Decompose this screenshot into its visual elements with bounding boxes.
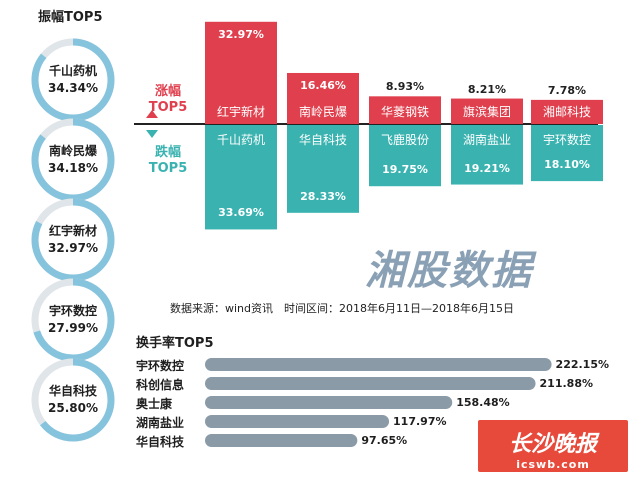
turnover-category: 奥士康: [136, 397, 173, 411]
gain-value: 16.46%: [300, 78, 346, 92]
gain-bar: [451, 98, 523, 124]
gain-arrow: [146, 110, 158, 118]
ring-name: 南岭民爆: [48, 144, 97, 158]
turnover-bar: [205, 396, 453, 409]
loss-bar: [369, 125, 441, 187]
loss-value: 19.75%: [382, 163, 428, 177]
gain-category: 红宇新材: [216, 105, 265, 119]
ring-arc: [31, 278, 115, 362]
gain-bar: [287, 72, 359, 124]
loss-bar: [287, 125, 359, 213]
gain-bar: [531, 99, 603, 124]
loss-label: 跌幅: [154, 145, 181, 160]
ring-value: 32.97%: [48, 241, 98, 255]
turnover-bar: [205, 377, 536, 390]
gain-category: 旗滨集团: [462, 105, 511, 119]
loss-category: 华自科技: [298, 133, 347, 147]
ring-value: 34.34%: [48, 81, 98, 95]
loss-top-label: TOP5: [148, 161, 188, 176]
source-note: 数据来源：wind资讯 时间区间：2018年6月11日—2018年6月15日: [170, 302, 514, 315]
loss-arrow: [146, 130, 158, 138]
ring-name: 红宇新材: [48, 224, 97, 238]
turnover-value: 97.65%: [361, 434, 408, 447]
turnover-category: 湖南盐业: [136, 416, 185, 430]
loss-category: 千山药机: [216, 133, 265, 147]
turnover-category: 科创信息: [136, 378, 185, 392]
gain-category: 湘邮科技: [542, 105, 591, 119]
gain-category: 华菱钢铁: [380, 105, 429, 119]
ring-arc: [31, 198, 115, 282]
gain-category: 南岭民爆: [298, 105, 347, 119]
ring-value: 34.18%: [48, 161, 98, 175]
turnover-value: 211.88%: [539, 377, 594, 390]
loss-category: 飞鹿股份: [380, 133, 429, 147]
gain-bar: [369, 96, 441, 124]
loss-category: 宇环数控: [542, 133, 591, 147]
amplitude-header: 振幅TOP5: [38, 10, 103, 25]
loss-value: 18.10%: [544, 158, 590, 172]
loss-category: 湖南盐业: [462, 133, 511, 147]
turnover-category: 华自科技: [136, 435, 185, 449]
logo-url: icswb.com: [516, 458, 590, 471]
ring-arc: [31, 358, 115, 442]
ring-value: 25.80%: [48, 401, 98, 415]
gain-value: 32.97%: [218, 27, 264, 41]
turnover-header: 换手率TOP5: [136, 336, 214, 351]
turnover-value: 117.97%: [393, 415, 447, 428]
ring-name: 华自科技: [48, 384, 97, 398]
loss-bar: [451, 125, 523, 185]
loss-value: 33.69%: [218, 206, 264, 220]
turnover-bar: [205, 415, 390, 428]
turnover-category: 宇环数控: [136, 359, 185, 373]
newspaper-logo: 长沙晚报 icswb.com: [478, 420, 628, 472]
turnover-bar: [205, 358, 552, 371]
loss-bar: [531, 125, 603, 182]
loss-value: 28.33%: [300, 189, 346, 203]
title-decoration: 湘股数据: [365, 248, 533, 294]
gain-loss-chart: [134, 21, 603, 230]
loss-bar: [205, 125, 277, 230]
ring-arc: [31, 118, 115, 202]
turnover-bar: [205, 434, 358, 447]
gain-bar: [205, 21, 277, 124]
gain-value: 7.78%: [547, 83, 587, 97]
logo-name: 长沙晚报: [508, 432, 597, 457]
gain-value: 8.21%: [467, 82, 507, 96]
gain-value: 8.93%: [385, 80, 425, 94]
gain-label: 涨幅: [154, 84, 181, 99]
turnover-value: 158.48%: [456, 396, 510, 409]
amplitude-rings: [31, 38, 115, 442]
ring-arc: [31, 38, 115, 122]
loss-value: 19.21%: [464, 161, 510, 175]
ring-name: 宇环数控: [48, 304, 97, 318]
ring-value: 27.99%: [48, 321, 98, 335]
ring-name: 千山药机: [48, 64, 97, 78]
turnover-value: 222.15%: [555, 358, 610, 371]
gain-top-label: TOP5: [148, 100, 188, 115]
